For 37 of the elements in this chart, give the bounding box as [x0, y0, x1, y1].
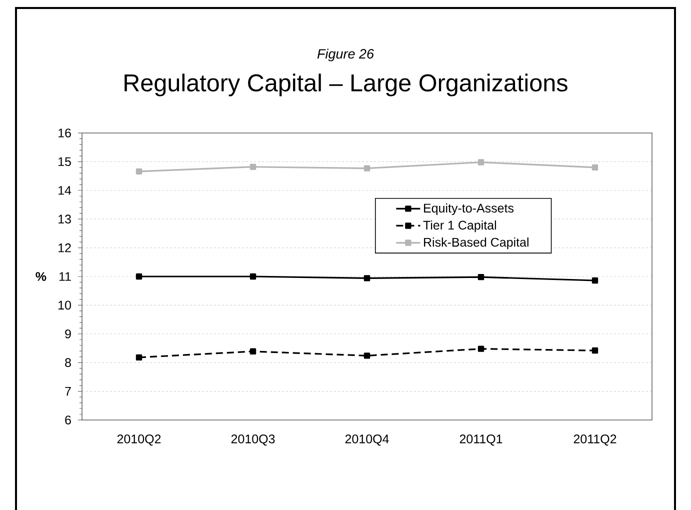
point [364, 275, 370, 282]
legend-label: Tier 1 Capital [423, 220, 496, 232]
y-tick-label: 7 [65, 386, 71, 396]
point [478, 159, 484, 166]
y-tick-label: 15 [58, 157, 71, 166]
x-tick-label: 2010Q4 [345, 434, 389, 446]
y-tick-label: 11 [59, 272, 71, 281]
y-tick-label: 10 [58, 300, 71, 310]
y-tick-label: 13 [58, 214, 71, 224]
legend-label: Equity-to-Assets [424, 203, 514, 216]
point [250, 348, 256, 354]
x-tick-label: 2011Q2 [574, 434, 616, 446]
y-tick-label: 14 [58, 186, 72, 195]
y-tick-label: 9 [65, 329, 71, 338]
point [364, 165, 370, 172]
legend-label: Risk-Based Capital [424, 238, 528, 250]
point [136, 273, 142, 280]
point [478, 346, 484, 352]
point [592, 347, 598, 354]
x-tick-label: 2011Q1 [460, 434, 502, 446]
point [478, 274, 484, 280]
y-tick-label: 16 [58, 128, 71, 138]
x-tick-label: 2010Q2 [117, 434, 161, 446]
point [250, 164, 256, 170]
point [592, 164, 598, 171]
point [592, 277, 598, 284]
point [250, 273, 256, 280]
caption: Figure 26 [317, 48, 374, 62]
chart-title: Regulatory Capital – Large Organizations [124, 74, 568, 96]
point [136, 168, 142, 175]
y-tick-label: 8 [65, 358, 71, 368]
y-axis-title: % [36, 272, 46, 281]
y-tick-label: 6 [65, 416, 71, 424]
point [364, 352, 370, 359]
point [136, 354, 142, 361]
y-tick-label: 12 [58, 243, 71, 252]
x-tick-label: 2010Q3 [231, 434, 275, 446]
